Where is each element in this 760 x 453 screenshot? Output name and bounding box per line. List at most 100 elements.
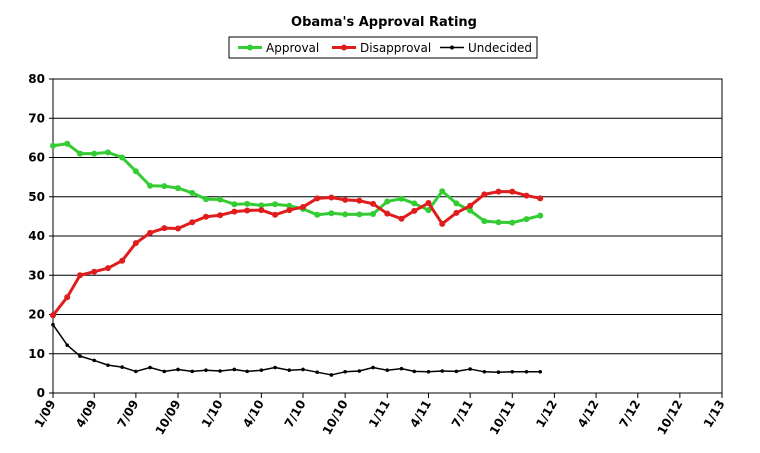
data-point (523, 192, 530, 199)
data-point (189, 189, 196, 196)
x-tick-label: 7/12 (617, 398, 644, 430)
data-point (189, 219, 196, 226)
data-point (202, 196, 209, 203)
data-point (258, 202, 265, 209)
data-point (161, 183, 168, 190)
y-tick-label: 30 (28, 268, 45, 282)
legend-marker (450, 45, 454, 50)
data-point (92, 358, 97, 363)
series-line (52, 324, 541, 376)
data-point (91, 268, 98, 275)
data-point (231, 208, 238, 215)
data-point (51, 322, 55, 327)
data-point (244, 200, 251, 207)
data-point (258, 207, 265, 214)
data-point (287, 368, 292, 373)
y-tick-label: 80 (28, 72, 45, 86)
x-tick-label: 1/10 (199, 398, 226, 430)
data-point (272, 211, 279, 218)
x-tick-label: 4/12 (575, 398, 602, 430)
legend-item-approval: Approval (238, 41, 319, 55)
y-tick-label: 40 (28, 229, 45, 243)
data-point (523, 216, 530, 223)
data-point (231, 201, 238, 208)
data-point (411, 200, 418, 207)
data-point (439, 188, 446, 195)
legend-label: Disapproval (360, 41, 431, 55)
data-point (384, 210, 391, 217)
data-point (496, 370, 501, 374)
data-point (440, 369, 445, 373)
legend-label: Undecided (468, 41, 532, 55)
data-point (91, 150, 98, 157)
series-disapproval (50, 188, 544, 319)
data-point (148, 365, 152, 370)
data-point (385, 368, 390, 373)
data-point (495, 219, 502, 226)
data-point (78, 354, 82, 358)
data-point (147, 229, 154, 236)
data-point (175, 225, 182, 232)
grid-lines (53, 117, 722, 355)
data-point (272, 201, 279, 208)
data-point (495, 188, 502, 195)
y-tick-label: 0 (37, 386, 45, 400)
y-tick-label: 70 (28, 111, 45, 125)
x-tick-label: 7/09 (115, 398, 142, 430)
data-point (162, 369, 167, 374)
data-point (371, 365, 375, 370)
x-tick-label: 4/09 (73, 398, 100, 430)
data-point (537, 195, 544, 202)
x-tick-label: 10/09 (153, 398, 184, 438)
data-point (104, 149, 111, 156)
x-tick-label: 1/11 (366, 398, 393, 430)
data-point (481, 191, 488, 198)
data-point (175, 185, 182, 192)
plot-area: 0 10 20 30 40 50 60 70 80 1/09 4/09 7/09 10/09 1/10 4… (28, 72, 727, 437)
data-point (356, 211, 363, 218)
data-point (425, 207, 432, 214)
data-point (300, 203, 307, 210)
data-point (77, 150, 84, 157)
x-tick-label: 1/09 (32, 398, 59, 430)
legend-item-undecided: Undecided (440, 41, 532, 55)
data-point (218, 369, 222, 373)
data-point (399, 366, 404, 371)
data-point (357, 369, 362, 373)
data-point (370, 200, 377, 207)
data-point (259, 368, 264, 373)
legend-box (228, 36, 538, 59)
data-point (314, 195, 321, 202)
data-point (65, 343, 69, 347)
data-point (342, 211, 349, 218)
data-point (411, 207, 418, 214)
chart-title: Obama's Approval Rating (291, 15, 477, 30)
data-point (481, 218, 488, 225)
data-point (398, 195, 405, 202)
data-point (106, 363, 110, 367)
x-tick-label: 7/11 (449, 398, 476, 430)
x-tick-label: 4/10 (240, 398, 267, 430)
data-point (370, 211, 377, 218)
data-point (538, 370, 543, 374)
y-axis: 0 10 20 30 40 50 60 70 80 (28, 72, 53, 400)
data-point (217, 212, 224, 219)
data-point (426, 370, 431, 374)
data-point (119, 154, 126, 161)
data-point (202, 213, 209, 220)
data-point (342, 196, 349, 203)
data-point (232, 367, 237, 372)
data-point (468, 367, 472, 371)
data-point (454, 369, 459, 374)
data-point (64, 294, 71, 301)
data-point (245, 369, 249, 374)
data-point (147, 182, 154, 189)
x-tick-label: 10/12 (654, 398, 685, 438)
data-point (356, 197, 363, 204)
data-point (176, 367, 180, 372)
data-point (384, 198, 391, 205)
data-point (453, 209, 460, 216)
data-point (132, 240, 139, 247)
data-point (328, 210, 335, 217)
